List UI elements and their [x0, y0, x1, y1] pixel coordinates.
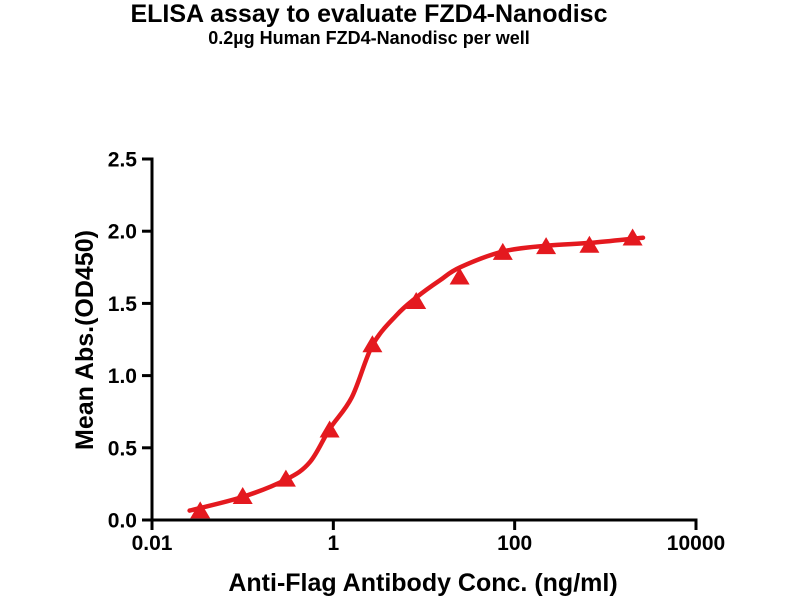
- data-point-marker: [362, 335, 383, 353]
- y-tick-label: 1.0: [108, 365, 137, 388]
- y-tick-label: 2.5: [108, 149, 138, 172]
- y-tick-label: 2.0: [108, 221, 137, 244]
- data-point-marker: [536, 237, 557, 255]
- y-tick-label: 1.5: [108, 293, 138, 316]
- data-point-marker: [190, 501, 211, 519]
- x-tick-label: 10000: [667, 532, 725, 555]
- x-tick-label: 0.01: [132, 532, 173, 555]
- y-tick-label: 0.5: [108, 437, 138, 460]
- data-point-marker: [406, 292, 427, 309]
- chart-title-block: ELISA assay to evaluate FZD4-Nanodisc 0.…: [0, 0, 738, 49]
- x-tick-label: 1: [327, 532, 339, 555]
- data-point-marker: [275, 469, 296, 487]
- data-point-marker: [492, 242, 513, 260]
- data-point-marker: [622, 228, 643, 246]
- data-point-marker: [579, 235, 600, 253]
- y-tick-label: 0.0: [108, 510, 137, 533]
- data-point-markers: [190, 228, 643, 519]
- axes: [142, 157, 698, 530]
- y-axis-title: Mean Abs.(OD450): [71, 230, 99, 450]
- data-point-marker: [232, 487, 253, 504]
- x-tick-label: 100: [497, 532, 532, 555]
- chart-title: ELISA assay to evaluate FZD4-Nanodisc: [130, 0, 608, 28]
- chart-subtitle: 0.2µg Human FZD4-Nanodisc per well: [208, 28, 530, 48]
- data-point-marker: [319, 420, 340, 438]
- x-axis-title: Anti-Flag Antibody Conc. (ng/ml): [228, 569, 617, 597]
- tick-labels: 0.01 1 100 10000 0.0 0.5 1.0 1.5 2.0 2.5: [108, 149, 725, 556]
- data-point-marker: [449, 267, 470, 285]
- fit-curve-line: [187, 235, 646, 513]
